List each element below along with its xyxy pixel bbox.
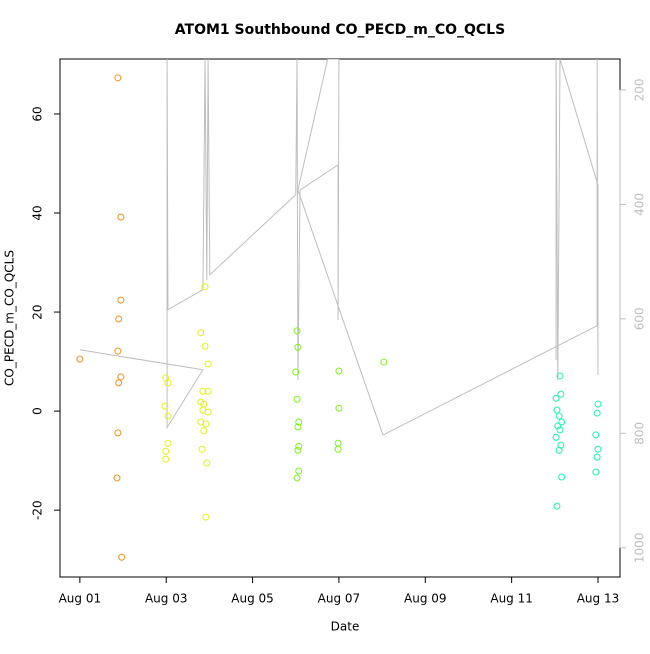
point: [197, 329, 205, 337]
point: [201, 342, 209, 350]
point: [294, 446, 302, 454]
x-axis-label: Date: [331, 620, 360, 634]
point: [202, 513, 210, 521]
point: [295, 442, 303, 450]
point: [164, 379, 172, 387]
point: [556, 372, 564, 380]
y-axis-label: CO_PECD_m_CO_QCLS: [3, 250, 17, 386]
point: [161, 402, 169, 410]
point: [555, 446, 563, 454]
point: [162, 447, 170, 455]
point: [201, 283, 209, 291]
point: [380, 358, 388, 366]
point: [115, 379, 123, 387]
point: [204, 387, 212, 395]
point: [294, 423, 302, 431]
point: [553, 502, 561, 510]
point: [558, 418, 566, 426]
pressure-line: [79, 59, 599, 436]
point: [76, 355, 84, 363]
point: [113, 474, 121, 482]
x-tick-label: Aug 11: [490, 592, 533, 606]
point: [293, 327, 301, 335]
point: [117, 373, 125, 381]
point: [162, 455, 170, 463]
point: [200, 427, 208, 435]
point: [555, 412, 563, 420]
point: [593, 409, 601, 417]
point: [558, 473, 566, 481]
y-tick-label: -20: [31, 500, 45, 520]
point: [294, 343, 302, 351]
y2-tick-label: 200: [633, 78, 647, 101]
point: [553, 406, 561, 414]
point: [202, 420, 210, 428]
y2-tick-label: 800: [633, 422, 647, 445]
point: [594, 445, 602, 453]
point: [114, 74, 122, 82]
point: [164, 439, 172, 447]
y-tick-label: 20: [31, 304, 45, 319]
point: [164, 412, 172, 420]
point: [592, 431, 600, 439]
x-tick-label: Aug 13: [577, 592, 620, 606]
y2-tick-label: 400: [633, 193, 647, 216]
point: [557, 441, 565, 449]
point: [203, 459, 211, 467]
point: [204, 408, 212, 416]
point: [117, 296, 125, 304]
point: [118, 553, 126, 561]
y-tick-label: 40: [31, 205, 45, 220]
point: [335, 404, 343, 412]
point: [295, 418, 303, 426]
point: [334, 445, 342, 453]
point: [114, 347, 122, 355]
point: [557, 390, 565, 398]
x-tick-label: Aug 09: [404, 592, 447, 606]
point: [594, 400, 602, 408]
point: [593, 453, 601, 461]
x-tick-label: Aug 01: [59, 592, 102, 606]
point: [552, 433, 560, 441]
y2-tick-label: 1000: [633, 533, 647, 564]
point: [295, 467, 303, 475]
point: [292, 368, 300, 376]
point: [592, 468, 600, 476]
point: [554, 422, 562, 430]
x-tick-label: Aug 03: [145, 592, 188, 606]
point: [199, 387, 207, 395]
chart-title: ATOM1 Southbound CO_PECD_m_CO_QCLS: [175, 22, 505, 38]
point: [556, 426, 564, 434]
point: [293, 395, 301, 403]
y2-tick-label: 600: [633, 307, 647, 330]
point: [335, 367, 343, 375]
point: [114, 429, 122, 437]
x-tick-label: Aug 07: [318, 592, 361, 606]
point: [117, 213, 125, 221]
point: [115, 315, 123, 323]
point: [198, 445, 206, 453]
point: [552, 394, 560, 402]
y-tick-label: 0: [31, 407, 45, 415]
y-tick-label: 60: [31, 106, 45, 121]
point: [293, 474, 301, 482]
x-tick-label: Aug 05: [231, 592, 274, 606]
plot-box: [59, 58, 621, 578]
point: [204, 360, 212, 368]
point: [334, 439, 342, 447]
